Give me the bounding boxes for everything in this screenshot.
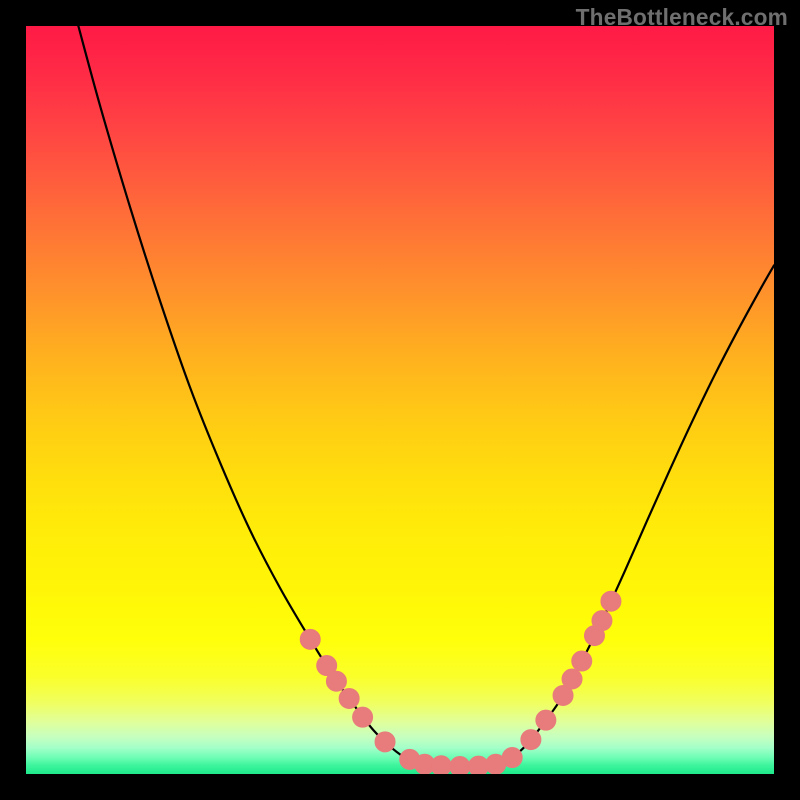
data-marker (450, 757, 470, 777)
data-marker (592, 611, 612, 631)
data-marker (431, 756, 451, 776)
plot-background (26, 26, 774, 774)
data-marker (339, 688, 359, 708)
data-marker (300, 629, 320, 649)
data-marker (536, 710, 556, 730)
data-marker (375, 732, 395, 752)
data-marker (601, 591, 621, 611)
data-marker (326, 671, 346, 691)
data-marker (353, 707, 373, 727)
data-marker (572, 651, 592, 671)
data-marker (502, 748, 522, 768)
data-marker (521, 730, 541, 750)
chart-canvas: TheBottleneck.com (0, 0, 800, 800)
bottleneck-chart-svg (0, 0, 800, 800)
data-marker (562, 669, 582, 689)
